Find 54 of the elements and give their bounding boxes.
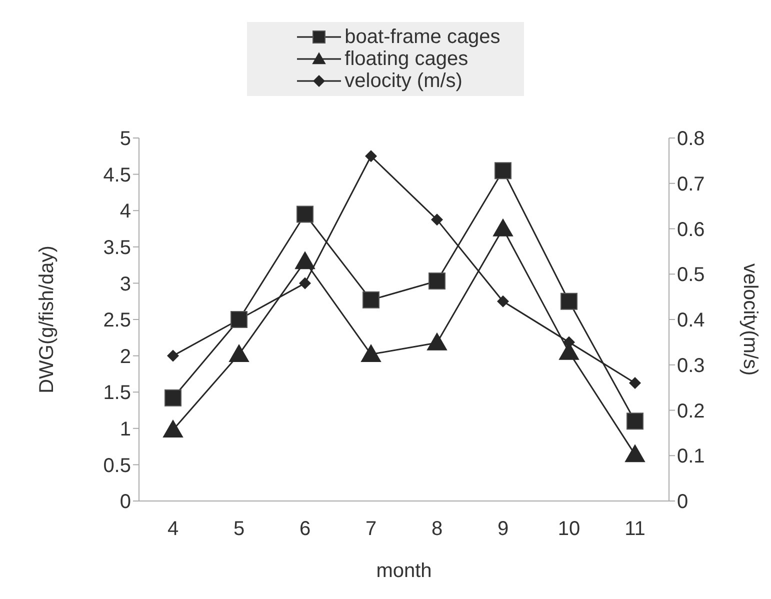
y2-tick-label: 0 — [677, 491, 688, 514]
point — [492, 218, 514, 236]
legend-label: floating cages — [344, 48, 468, 70]
y-tick-label: 5 — [120, 128, 131, 150]
y2-tick-label: 0.6 — [677, 218, 705, 241]
x-tick-label: 9 — [497, 518, 509, 540]
y-tick-label: 3.5 — [103, 237, 131, 259]
y-tick-label: 1.5 — [103, 382, 131, 404]
y-tick-label: 0 — [120, 491, 131, 514]
point — [626, 412, 644, 430]
point — [426, 332, 448, 350]
point — [494, 162, 512, 180]
y-tick-label: 4.5 — [103, 164, 131, 186]
y-tick-label: 2.5 — [103, 310, 131, 332]
y2-tick-label: 0.7 — [677, 173, 705, 196]
x-tick-label: 10 — [558, 518, 580, 540]
point — [365, 150, 377, 162]
y2-tick-label: 0.5 — [677, 264, 705, 286]
point — [360, 344, 382, 362]
y2-tick-label: 0.3 — [677, 354, 705, 377]
y-tick-label: 4 — [120, 200, 131, 223]
point — [624, 444, 646, 462]
x-tick-label: 11 — [624, 518, 646, 540]
x-tick-label: 6 — [299, 518, 311, 540]
x-tick-label: 5 — [233, 518, 245, 540]
y-axis-title: DWG(g/fish/day) — [36, 246, 58, 394]
point — [294, 251, 316, 270]
x-tick-label: 8 — [431, 518, 443, 540]
point — [296, 206, 314, 223]
y2-axis-title: velocity(m/s) — [738, 263, 761, 376]
y2-tick-label: 0.1 — [677, 446, 705, 468]
x-tick-label: 4 — [167, 518, 179, 540]
point — [428, 272, 446, 290]
y-tick-label: 3 — [120, 273, 131, 296]
point — [299, 277, 311, 290]
point — [167, 350, 179, 362]
y-tick-label: 0.5 — [103, 454, 131, 477]
legend-label: velocity (m/s) — [344, 70, 462, 92]
legend-label: boat-frame cages — [344, 26, 500, 48]
point — [497, 295, 509, 308]
point — [560, 292, 578, 310]
point — [162, 420, 184, 438]
point — [629, 377, 641, 390]
x-tick-label: 7 — [365, 518, 377, 540]
x-axis-title: month — [376, 560, 432, 582]
y2-tick-label: 0.4 — [677, 310, 705, 332]
point — [228, 344, 250, 362]
y2-tick-label: 0.2 — [677, 400, 705, 422]
point — [431, 214, 443, 226]
y-tick-label: 1 — [120, 418, 131, 440]
y2-tick-label: 0.8 — [677, 128, 705, 150]
y-tick-label: 2 — [120, 346, 131, 368]
point — [164, 389, 182, 406]
point — [362, 291, 380, 308]
